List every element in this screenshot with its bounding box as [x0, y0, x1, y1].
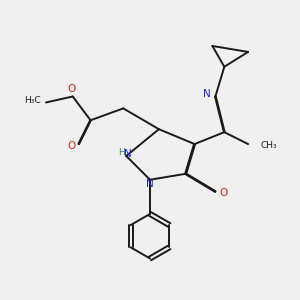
Text: CH₃: CH₃ [261, 141, 277, 150]
Text: O: O [67, 84, 75, 94]
Text: H₃C: H₃C [24, 97, 41, 106]
Text: N: N [146, 179, 154, 189]
Text: N: N [124, 149, 132, 160]
Text: N: N [203, 88, 211, 98]
Text: H: H [118, 148, 125, 157]
Text: O: O [67, 140, 75, 151]
Text: O: O [220, 188, 228, 198]
